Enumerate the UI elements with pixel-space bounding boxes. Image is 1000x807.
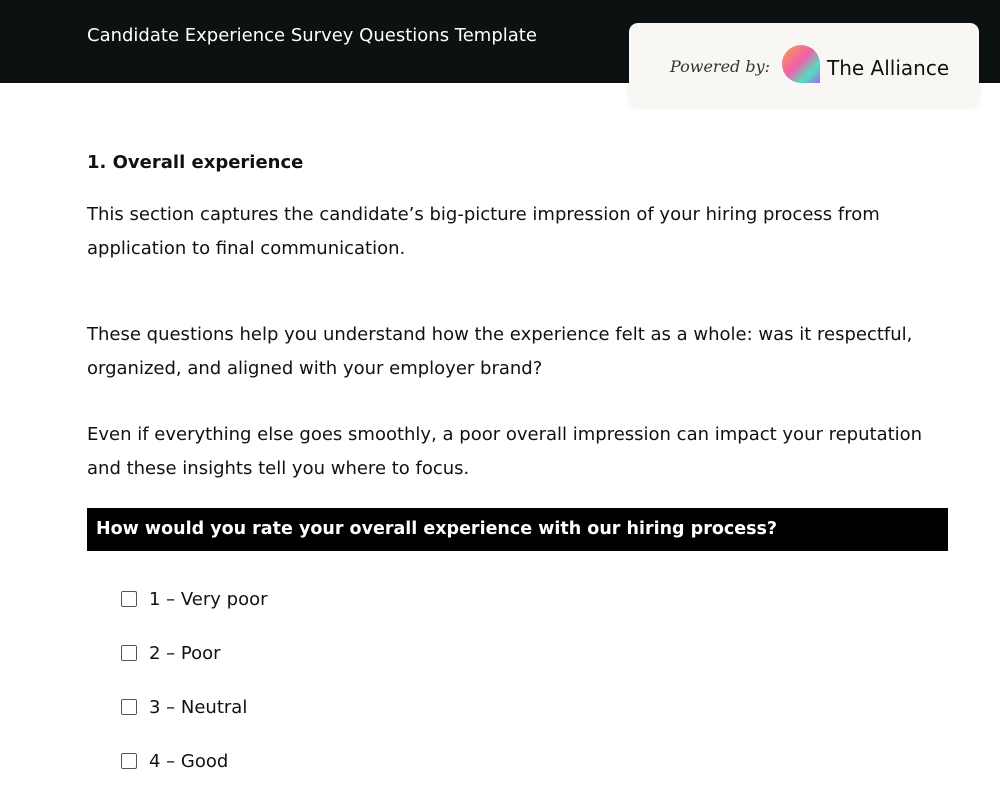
option-label: 4 – Good <box>149 750 229 772</box>
option-label: 1 – Very poor <box>149 588 268 610</box>
option-good[interactable]: 4 – Good <box>87 734 947 788</box>
option-poor[interactable]: 2 – Poor <box>87 626 947 680</box>
question-banner: How would you rate your overall experien… <box>87 508 948 551</box>
alliance-logo-icon <box>782 45 820 83</box>
powered-by-card[interactable]: Powered by: The Alliance <box>629 23 979 106</box>
option-very-poor[interactable]: 1 – Very poor <box>87 572 947 626</box>
option-label: 2 – Poor <box>149 642 221 664</box>
powered-by-label: Powered by: <box>670 57 771 76</box>
brand-name: The Alliance <box>827 56 950 80</box>
checkbox-icon[interactable] <box>121 699 137 715</box>
checkbox-icon[interactable] <box>121 645 137 661</box>
option-neutral[interactable]: 3 – Neutral <box>87 680 947 734</box>
rating-options: 1 – Very poor 2 – Poor 3 – Neutral 4 – G… <box>87 572 947 788</box>
option-label: 3 – Neutral <box>149 696 248 718</box>
checkbox-icon[interactable] <box>121 753 137 769</box>
paragraph: These questions help you understand how … <box>87 324 913 379</box>
intro-paragraph: This section captures the candidate’s bi… <box>87 204 880 259</box>
checkbox-icon[interactable] <box>121 591 137 607</box>
section-heading: 1. Overall experience <box>87 152 304 173</box>
page-title: Candidate Experience Survey Questions Te… <box>87 25 537 46</box>
paragraph: Even if everything else goes smoothly, a… <box>87 424 923 479</box>
survey-section: 1. Overall experience This section captu… <box>87 150 948 788</box>
